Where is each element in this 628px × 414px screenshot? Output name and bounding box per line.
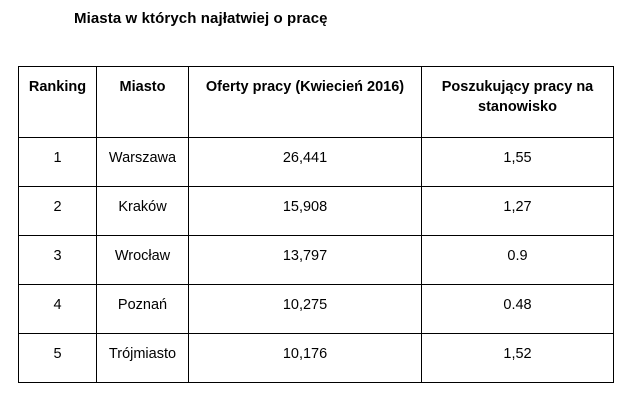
document-title: Miasta w których najłatwiej o pracę [74,10,328,27]
cell-ranking: 3 [18,235,97,285]
cell-city: Wrocław [96,235,189,285]
header-ranking: Ranking [18,66,97,138]
cell-city: Warszawa [96,137,189,187]
cell-job-seekers: 0.9 [421,235,614,285]
table-row: 1 Warszawa 26,441 1,55 [18,137,614,187]
table-row: 4 Poznań 10,275 0.48 [18,284,614,334]
cell-ranking: 1 [18,137,97,187]
table-row: 2 Kraków 15,908 1,27 [18,186,614,236]
cell-city: Kraków [96,186,189,236]
cell-ranking: 2 [18,186,97,236]
table-row: 5 Trójmiasto 10,176 1,52 [18,333,614,383]
cell-city: Trójmiasto [96,333,189,383]
cell-job-seekers: 1,27 [421,186,614,236]
cell-job-offers: 26,441 [188,137,422,187]
cell-job-seekers: 0.48 [421,284,614,334]
cell-job-seekers: 1,55 [421,137,614,187]
header-city: Miasto [96,66,189,138]
table-header-row: Ranking Miasto Oferty pracy (Kwiecień 20… [18,66,614,138]
cell-job-offers: 15,908 [188,186,422,236]
cell-job-seekers: 1,52 [421,333,614,383]
cell-ranking: 4 [18,284,97,334]
cell-ranking: 5 [18,333,97,383]
table-row: 3 Wrocław 13,797 0.9 [18,235,614,285]
cell-job-offers: 10,176 [188,333,422,383]
cell-city: Poznań [96,284,189,334]
cell-job-offers: 13,797 [188,235,422,285]
header-job-seekers-per-position: Poszukujący pracy na stanowisko [421,66,614,138]
header-job-offers: Oferty pracy (Kwiecień 2016) [188,66,422,138]
job-offers-table: Ranking Miasto Oferty pracy (Kwiecień 20… [18,66,614,383]
cell-job-offers: 10,275 [188,284,422,334]
